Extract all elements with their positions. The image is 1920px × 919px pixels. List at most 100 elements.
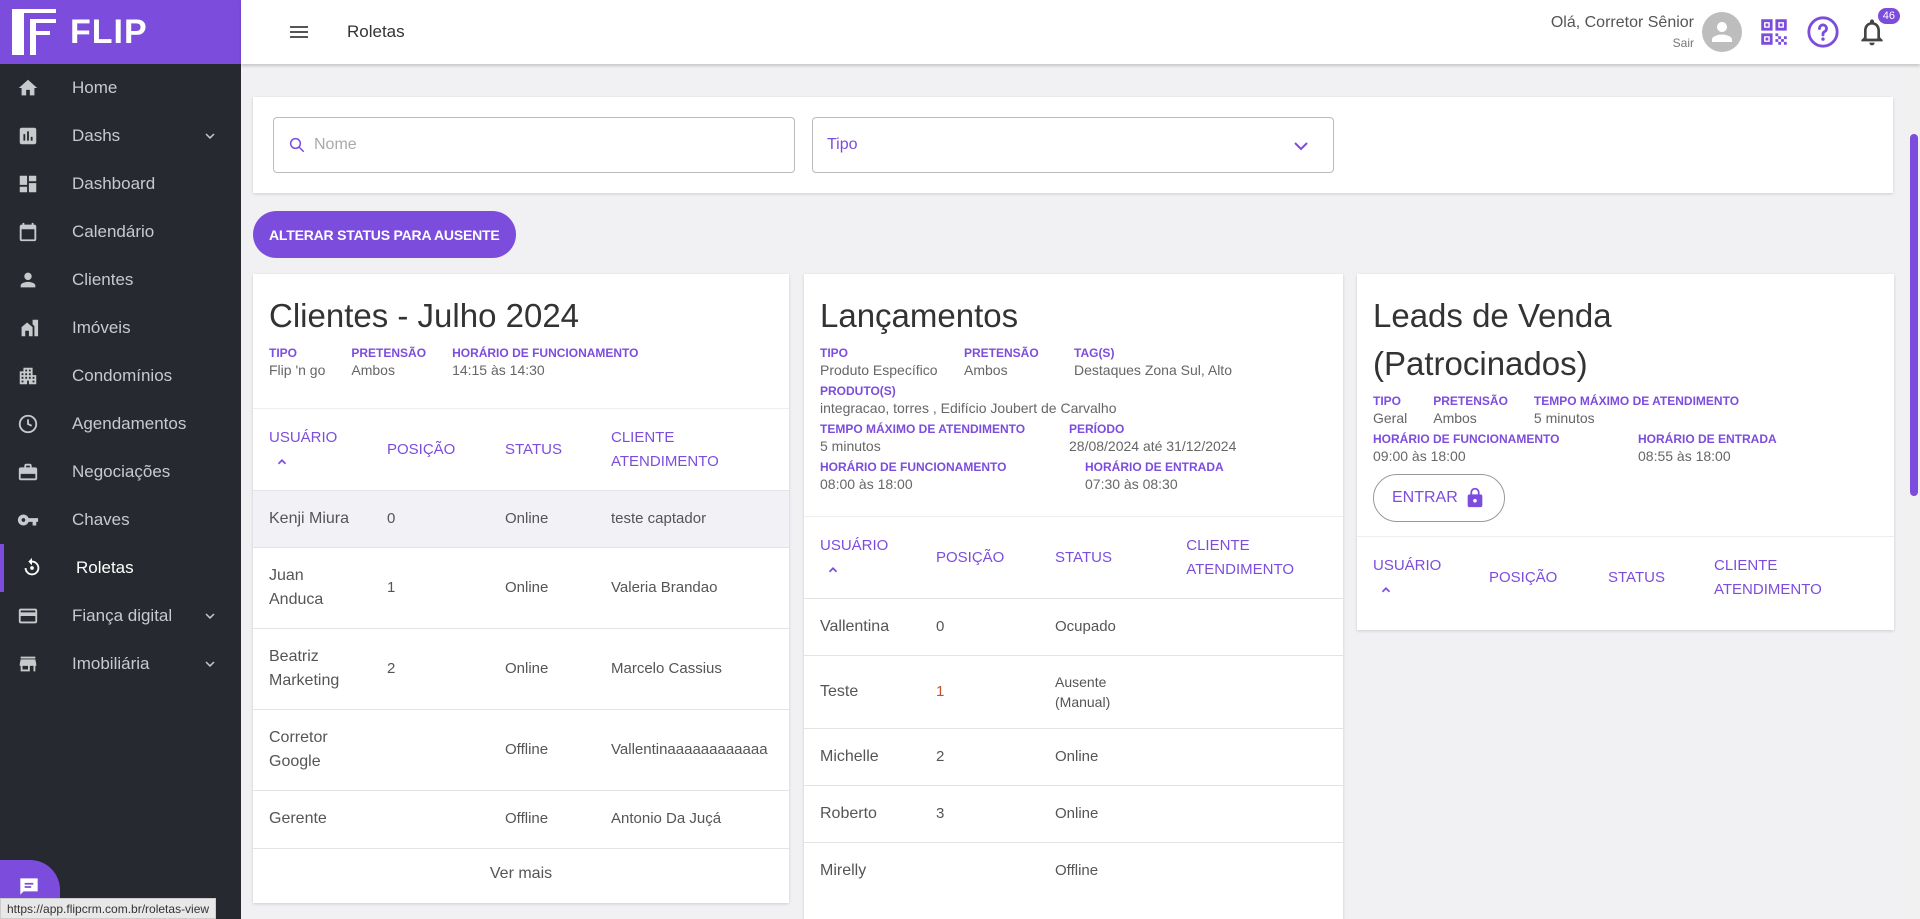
enter-button-label: ENTRAR xyxy=(1392,489,1458,506)
meta-label: HORÁRIO DE FUNCIONAMENTO xyxy=(452,346,639,360)
table-row[interactable]: Gerente Offline Antonio Da Juçá xyxy=(253,790,789,848)
table-row[interactable]: Beatriz Marketing 2 Online Marcelo Cassi… xyxy=(253,628,789,710)
sidebar-item-clientes[interactable]: Clientes xyxy=(0,256,241,304)
sidebar-item-fianca-digital[interactable]: Fiança digital xyxy=(0,592,241,640)
column-header-posicao[interactable]: POSIÇÃO xyxy=(371,408,489,491)
notifications-icon[interactable]: 46 xyxy=(1854,8,1900,50)
column-header-cliente[interactable]: CLIENTE ATENDIMENTO xyxy=(1170,516,1343,599)
column-header-cliente[interactable]: CLIENTE ATENDIMENTO xyxy=(595,408,789,491)
flip-logo-icon xyxy=(12,9,56,55)
meta-field: TEMPO MÁXIMO DE ATENDIMENTO 5 minutos xyxy=(820,422,1069,454)
column-header-status[interactable]: STATUS xyxy=(489,408,595,491)
meta-field: HORÁRIO DE ENTRADA 08:55 às 18:00 xyxy=(1638,432,1777,464)
table-row[interactable]: Corretor Google Offline Vallentinaaaaaaa… xyxy=(253,709,789,791)
sidebar-item-label: Agendamentos xyxy=(72,414,187,433)
meta-field: HORÁRIO DE FUNCIONAMENTO 14:15 às 14:30 xyxy=(452,346,638,378)
sidebar-item-dashboard[interactable]: Dashboard xyxy=(0,160,241,208)
sidebar-item-chaves[interactable]: Chaves xyxy=(0,496,241,544)
meta-field: PRODUTO(S) integracao, torres , Edifício … xyxy=(820,384,1301,416)
scrollbar-thumb[interactable] xyxy=(1910,134,1918,496)
chat-icon xyxy=(20,878,38,895)
client-cell: Marcelo Cassius xyxy=(595,628,789,710)
table-row[interactable]: Teste 1 Ausente (Manual) xyxy=(804,655,1343,729)
lock-icon xyxy=(1467,487,1483,508)
meta-value: Ambos xyxy=(964,362,1008,378)
sidebar-item-negociacoes[interactable]: Negociações xyxy=(0,448,241,496)
column-header-usuario[interactable]: USUÁRIO xyxy=(253,408,371,491)
column-header-status[interactable]: STATUS xyxy=(1592,536,1698,619)
meta-label: PRETENSÃO xyxy=(1433,394,1508,408)
meta-value: Ambos xyxy=(1433,410,1477,426)
enter-button[interactable]: ENTRAR xyxy=(1373,474,1505,522)
sidebar-item-label: Chaves xyxy=(72,510,130,529)
column-header-usuario[interactable]: USUÁRIO xyxy=(804,516,920,599)
user-cell: Teste xyxy=(804,655,920,729)
meta-value: 07:30 às 08:30 xyxy=(1085,476,1178,492)
client-cell xyxy=(1170,842,1343,900)
table-row[interactable]: Mirelly Offline xyxy=(804,842,1343,900)
calendar-icon xyxy=(16,220,40,244)
page-title: Roletas xyxy=(347,22,405,41)
chevron-down-icon xyxy=(1294,142,1308,151)
meta-field: TEMPO MÁXIMO DE ATENDIMENTO 5 minutos xyxy=(1534,394,1739,426)
see-more-link[interactable]: Ver mais xyxy=(253,847,789,900)
page-scrollbar[interactable] xyxy=(1908,64,1920,919)
position-cell xyxy=(371,709,489,791)
status-bar-url: https://app.flipcrm.com.br/roletas-view xyxy=(0,898,217,919)
meta-label: PRETENSÃO xyxy=(351,346,427,360)
main-content: Tipo ALTERAR STATUS PARA AUSENTE Cliente… xyxy=(241,64,1920,919)
sidebar-item-dashs[interactable]: Dashs xyxy=(0,112,241,160)
column-header-posicao[interactable]: POSIÇÃO xyxy=(920,516,1039,599)
search-field[interactable] xyxy=(273,117,795,173)
sidebar-item-calendario[interactable]: Calendário xyxy=(0,208,241,256)
column-header-usuario[interactable]: USUÁRIO xyxy=(1357,536,1473,619)
brand[interactable]: FLIP xyxy=(0,0,241,64)
help-icon[interactable] xyxy=(1805,14,1841,50)
column-header-posicao[interactable]: POSIÇÃO xyxy=(1473,536,1592,619)
meta-label: HORÁRIO DE FUNCIONAMENTO xyxy=(820,460,1007,474)
meta-value: Ambos xyxy=(351,362,395,378)
meta-field: HORÁRIO DE ENTRADA 07:30 às 08:30 xyxy=(1085,460,1224,492)
logout-link[interactable]: Sair xyxy=(1672,36,1694,50)
column-header-cliente[interactable]: CLIENTE ATENDIMENTO xyxy=(1698,536,1894,619)
table-row[interactable]: Kenji Miura 0 Online teste captador xyxy=(253,490,789,548)
sidebar-item-roletas[interactable]: Roletas xyxy=(0,544,241,592)
meta-label: PERÍODO xyxy=(1069,422,1125,436)
status-cell: Online xyxy=(1039,785,1171,843)
sidebar-item-label: Roletas xyxy=(76,558,134,577)
briefcase-icon xyxy=(16,460,40,484)
hamburger-menu-icon[interactable] xyxy=(287,20,311,44)
sidebar-item-agendamentos[interactable]: Agendamentos xyxy=(0,400,241,448)
meta-value: 14:15 às 14:30 xyxy=(452,362,545,378)
sidebar-item-label: Imobiliária xyxy=(72,654,150,673)
column-header-status[interactable]: STATUS xyxy=(1039,516,1171,599)
sidebar-item-label: Negociações xyxy=(72,462,171,481)
set-absent-button[interactable]: ALTERAR STATUS PARA AUSENTE xyxy=(253,211,516,258)
table-row[interactable]: Roberto 3 Online xyxy=(804,785,1343,843)
type-select-label: Tipo xyxy=(827,136,858,153)
status-cell: Offline xyxy=(1039,842,1171,900)
meta-field: TAG(S) Destaques Zona Sul, Alto xyxy=(1074,346,1232,378)
brand-name: FLIP xyxy=(70,12,148,51)
status-cell: Online xyxy=(489,628,595,710)
qrcode-icon[interactable] xyxy=(1756,14,1792,50)
card-title: Leads de Venda (Patrocinados) xyxy=(1373,297,1612,382)
apartment-icon xyxy=(16,364,40,388)
store-icon xyxy=(16,652,40,676)
sidebar-item-home[interactable]: Home xyxy=(0,64,241,112)
sidebar-item-imobiliaria[interactable]: Imobiliária xyxy=(0,640,241,688)
table-row[interactable]: Vallentina 0 Ocupado xyxy=(804,598,1343,656)
sidebar-item-label: Home xyxy=(72,78,118,97)
sidebar-item-imoveis[interactable]: Imóveis xyxy=(0,304,241,352)
type-select[interactable]: Tipo xyxy=(812,117,1334,173)
sidebar-item-label: Clientes xyxy=(72,270,134,289)
table-row[interactable]: Michelle 2 Online xyxy=(804,728,1343,786)
meta-value: Geral xyxy=(1373,410,1408,426)
search-input[interactable] xyxy=(314,136,754,154)
table-row[interactable]: Juan Anduca 1 Online Valeria Brandao xyxy=(253,547,789,629)
avatar[interactable] xyxy=(1702,12,1742,52)
sidebar-item-condominios[interactable]: Condomínios xyxy=(0,352,241,400)
status-cell: Ausente (Manual) xyxy=(1039,655,1171,729)
card-meta: TIPO Geral PRETENSÃO Ambos TEMPO MÁXIMO DE… xyxy=(1357,388,1894,464)
user-cell: Corretor Google xyxy=(253,709,371,791)
